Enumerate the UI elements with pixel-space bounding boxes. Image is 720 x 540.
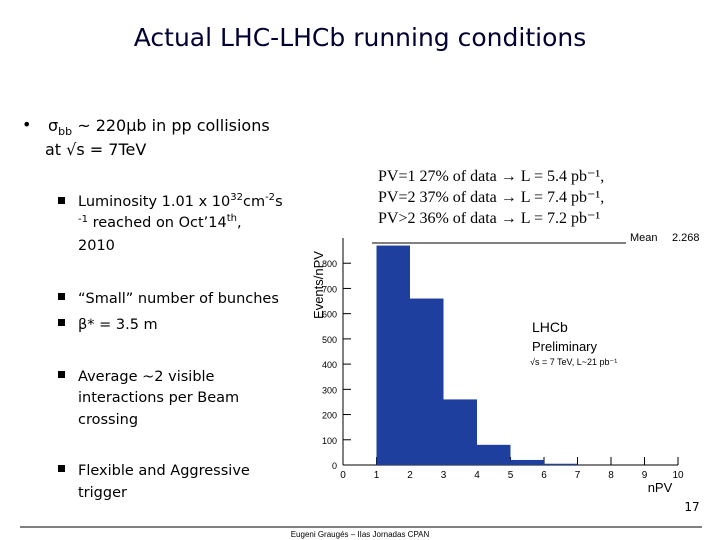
sub-bullets: Luminosity 1.01 x 1032cm-2s -1 reached o… <box>78 192 283 501</box>
x-tick-label: 2 <box>407 470 413 481</box>
bar <box>544 463 578 465</box>
footer: Eugeni Graugés – IIas Jornadas CPAN <box>291 530 430 539</box>
text: crossing <box>78 412 138 428</box>
y-tick-label: 500 <box>322 335 337 345</box>
marker <box>58 371 65 378</box>
histogram: 0 100 200 300 400 500 600 700 800 0 1 2 3 4 5 6 7 8 9 10 <box>322 245 684 481</box>
x-tick-label: 0 <box>340 470 346 481</box>
text: “Small” number of bunches <box>78 291 279 307</box>
x-tick-label: 7 <box>575 470 581 481</box>
annotation: LHCb <box>532 319 568 335</box>
pv-row: PV=2 37% of data → L = 7.4 pb⁻¹, <box>378 189 604 206</box>
x-tick-label: 5 <box>508 470 514 481</box>
x-tick-label: 6 <box>541 470 547 481</box>
pv-row: PV=1 27% of data → L = 5.4 pb⁻¹, <box>378 168 604 185</box>
text: Flexible and Aggressive <box>78 463 250 479</box>
y-tick-label: 0 <box>332 461 337 471</box>
sup: -1 <box>78 214 88 225</box>
x-tick-label: 4 <box>474 470 480 481</box>
text: -1 reached on Oct’14th, <box>78 213 242 231</box>
sup: 32 <box>230 192 243 203</box>
sup: -2 <box>265 192 275 203</box>
bar <box>410 298 444 465</box>
x-tick-label: 8 <box>608 470 614 481</box>
y-tick-label: 800 <box>322 259 337 269</box>
marker <box>58 197 65 204</box>
x-tick-label: 10 <box>672 470 684 481</box>
y-tick-label: 700 <box>322 284 337 294</box>
x-tick-label: 3 <box>441 470 447 481</box>
annotation: √s = 7 TeV, L~21 pb⁻¹ <box>530 357 617 367</box>
t: cm <box>243 194 265 210</box>
marker <box>58 465 65 472</box>
marker <box>58 319 65 326</box>
text: Average ~2 visible <box>78 369 215 385</box>
y-tick-label: 600 <box>322 310 337 320</box>
bar <box>477 444 511 465</box>
pv-table: PV=1 27% of data → L = 5.4 pb⁻¹, PV=2 37… <box>378 168 604 227</box>
sub-bullet-markers <box>58 197 65 472</box>
bullet-marker: • <box>22 115 31 134</box>
bullet-text: at √s = 7TeV <box>45 140 146 159</box>
sup: th <box>227 213 237 224</box>
y-tick-label: 200 <box>322 411 337 421</box>
bar <box>510 459 544 465</box>
y-tick-label: 400 <box>322 360 337 370</box>
bar <box>443 399 477 465</box>
y-tick-label: 100 <box>322 436 337 446</box>
subscript: bb <box>58 125 72 138</box>
text: Luminosity 1.01 x 1032cm-2s <box>78 192 283 210</box>
y-axis-label: Events/nPV <box>311 251 326 319</box>
y-tick-label: 300 <box>322 385 337 395</box>
x-tick-label: 9 <box>642 470 648 481</box>
x-tick-label: 1 <box>374 470 380 481</box>
text: 2010 <box>78 238 115 254</box>
title: Actual LHC-LHCb running conditions <box>134 23 587 52</box>
text: ~ 220μb in pp collisions <box>72 116 270 135</box>
pv-row: PV>2 36% of data → L = 7.2 pb⁻¹ <box>378 210 600 227</box>
t: reached on Oct’14 <box>88 215 227 231</box>
t: Luminosity 1.01 x 10 <box>78 194 230 210</box>
stats-value: 2.268 <box>672 232 700 244</box>
sigma: σ <box>48 116 58 135</box>
text: trigger <box>78 485 127 501</box>
x-axis-label: nPV <box>648 480 673 495</box>
annotation: Preliminary <box>532 339 598 354</box>
marker <box>58 293 65 300</box>
stats-label: Mean <box>630 232 658 244</box>
text: β* = 3.5 m <box>78 317 158 333</box>
t: , <box>237 215 242 231</box>
bullet-text: σbb ~ 220μb in pp collisions <box>48 116 270 138</box>
t: s <box>275 194 283 210</box>
page-number: 17 <box>684 500 699 514</box>
bar <box>376 245 410 465</box>
text: interactions per Beam <box>78 390 239 406</box>
